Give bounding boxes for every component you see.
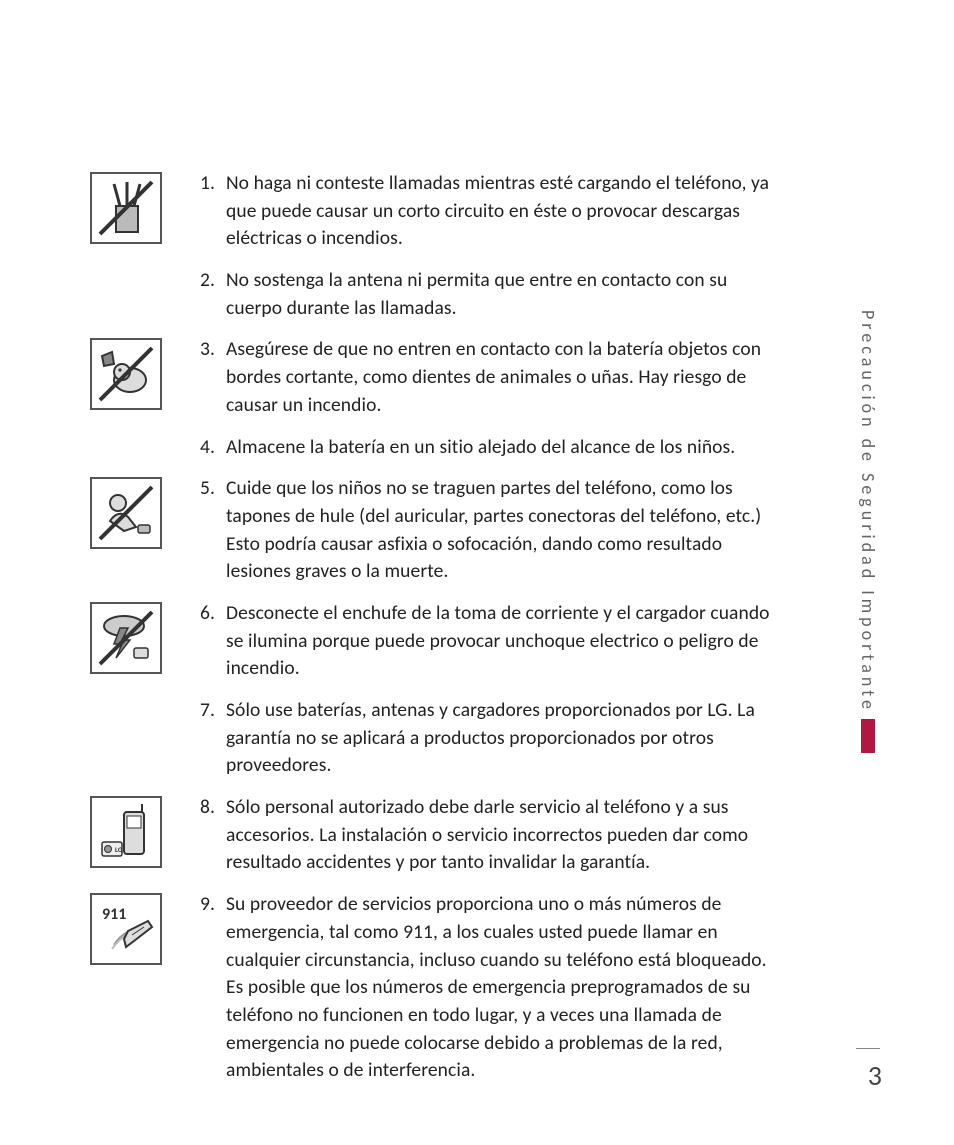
icon-column: 911	[90, 891, 200, 965]
page-number: 3	[868, 1058, 882, 1093]
icon-column	[90, 475, 200, 549]
icon-column	[90, 170, 200, 244]
text-column: Asegúrese de que no entren en contacto c…	[200, 336, 780, 475]
icon-column	[90, 600, 200, 674]
list-item: Su proveedor de servicios proporciona un…	[200, 891, 780, 1085]
safety-group: Cuide que los niños no se traguen partes…	[90, 475, 780, 600]
list-item: Sólo use baterías, antenas y cargadores …	[200, 697, 780, 780]
list-item: Sólo personal autorizado debe darle serv…	[200, 794, 780, 877]
accent-bar	[861, 719, 875, 753]
numbered-list: No haga ni conteste llamadas mientras es…	[200, 170, 780, 322]
numbered-list: Sólo personal autorizado debe darle serv…	[200, 794, 780, 877]
page-number-rule	[856, 1048, 880, 1049]
side-tab: Precaución de Seguridad Importante	[856, 310, 880, 753]
numbered-list: Desconecte el enchufe de la toma de corr…	[200, 600, 780, 780]
numbered-list: Cuide que los niños no se traguen partes…	[200, 475, 780, 586]
safety-group: No haga ni conteste llamadas mientras es…	[90, 170, 780, 336]
lg-phone-icon: LG	[90, 796, 162, 868]
safety-group: Desconecte el enchufe de la toma de corr…	[90, 600, 780, 794]
text-column: Desconecte el enchufe de la toma de corr…	[200, 600, 780, 794]
safety-group: LG Sólo personal autorizado debe darle se…	[90, 794, 780, 891]
lightning-icon	[90, 602, 162, 674]
section-title-vertical: Precaución de Seguridad Importante	[857, 310, 879, 713]
svg-text:911: 911	[102, 905, 126, 924]
svg-text:LG: LG	[115, 845, 123, 854]
child-hazard-icon	[90, 477, 162, 549]
text-column: Sólo personal autorizado debe darle serv…	[200, 794, 780, 891]
manual-page: No haga ni conteste llamadas mientras es…	[0, 0, 954, 1145]
no-antenna-icon	[90, 172, 162, 244]
list-item: Cuide que los niños no se traguen partes…	[200, 475, 780, 586]
list-item: Asegúrese de que no entren en contacto c…	[200, 336, 780, 419]
text-column: Cuide que los niños no se traguen partes…	[200, 475, 780, 600]
emergency-911-icon: 911	[90, 893, 162, 965]
list-item: Desconecte el enchufe de la toma de corr…	[200, 600, 780, 683]
icon-column	[90, 336, 200, 410]
safety-group: 911 Su proveedor de servicios proporciona…	[90, 891, 780, 1099]
dog-bite-icon	[90, 338, 162, 410]
numbered-list: Asegúrese de que no entren en contacto c…	[200, 336, 780, 461]
numbered-list: Su proveedor de servicios proporciona un…	[200, 891, 780, 1085]
text-column: Su proveedor de servicios proporciona un…	[200, 891, 780, 1099]
text-column: No haga ni conteste llamadas mientras es…	[200, 170, 780, 336]
list-item: Almacene la batería en un sitio alejado …	[200, 434, 780, 462]
list-item: No sostenga la antena ni permita que ent…	[200, 267, 780, 322]
safety-group: Asegúrese de que no entren en contacto c…	[90, 336, 780, 475]
list-item: No haga ni conteste llamadas mientras es…	[200, 170, 780, 253]
icon-column: LG	[90, 794, 200, 868]
safety-list: No haga ni conteste llamadas mientras es…	[90, 170, 780, 1099]
